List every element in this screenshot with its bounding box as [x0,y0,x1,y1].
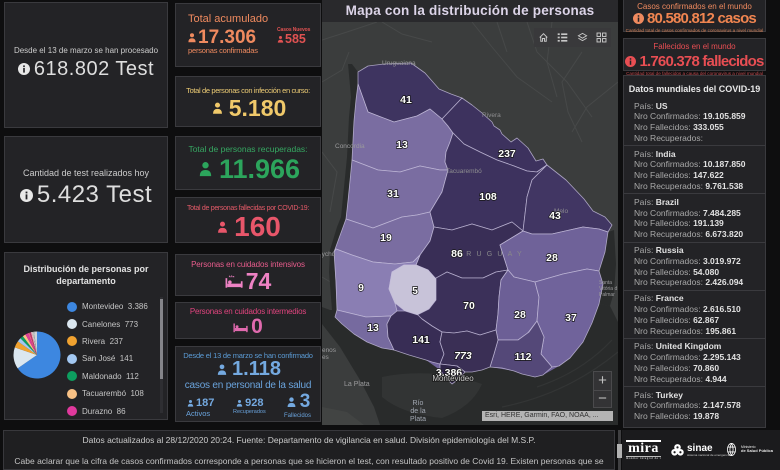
svg-text:Buenos: Buenos [322,347,337,354]
svg-text:URUGUAY: URUGUAY [456,251,527,258]
svg-text:19: 19 [380,232,392,244]
svg-text:Melo: Melo [554,208,568,215]
svg-text:Concordia: Concordia [335,143,365,150]
svg-text:Santa: Santa [599,280,612,286]
svg-text:70: 70 [463,300,475,312]
svg-text:Tacuarembó: Tacuarembó [446,168,482,175]
svg-text:86: 86 [451,248,463,260]
svg-text:aychú: aychú [322,251,336,258]
svg-text:Vitória d: Vitória d [599,286,617,292]
svg-text:112: 112 [515,351,532,363]
svg-text:43: 43 [549,210,561,222]
svg-text:108: 108 [479,191,497,203]
svg-text:3.386: 3.386 [436,367,462,379]
svg-text:Río: Río [413,400,424,407]
svg-text:Plata: Plata [410,416,426,423]
svg-text:13: 13 [396,139,408,151]
svg-text:Montevideo: Montevideo [432,374,474,383]
svg-text:141: 141 [412,334,430,346]
svg-text:37: 37 [565,312,577,324]
svg-text:Rivera: Rivera [482,112,501,119]
svg-text:La Plata: La Plata [344,381,370,388]
svg-text:Aires: Aires [322,354,330,361]
svg-text:13: 13 [367,322,379,334]
svg-text:5: 5 [412,285,418,297]
svg-text:Uruguaiana: Uruguaiana [382,60,416,67]
svg-text:9: 9 [358,282,364,294]
svg-text:Palmar: Palmar [599,292,615,298]
svg-text:de la: de la [410,408,425,415]
svg-text:237: 237 [498,148,516,160]
svg-text:28: 28 [546,252,558,264]
svg-text:773: 773 [454,350,472,362]
svg-text:28: 28 [514,309,526,321]
svg-text:41: 41 [400,94,412,106]
svg-text:31: 31 [387,188,399,200]
